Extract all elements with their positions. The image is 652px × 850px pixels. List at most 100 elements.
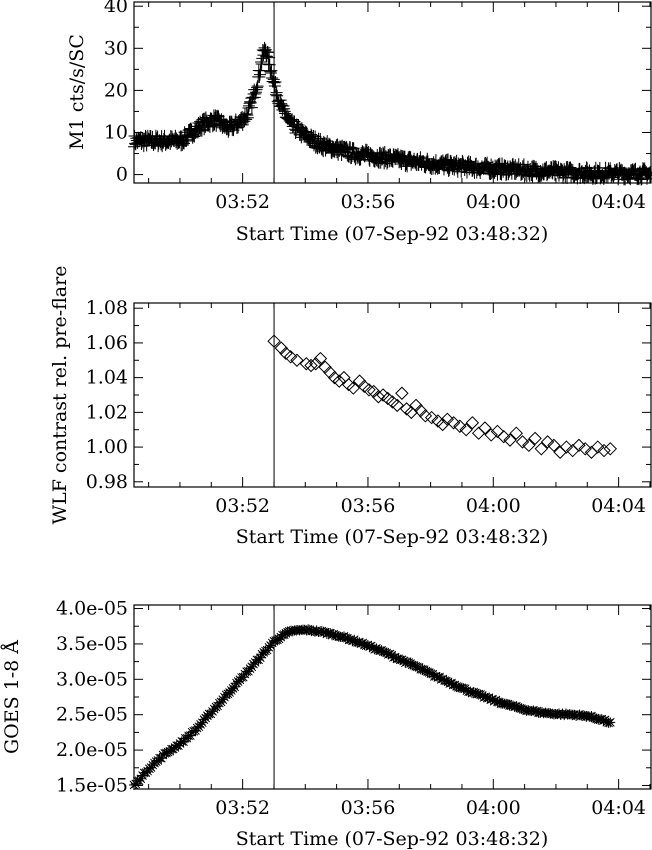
data-point-marker [248, 91, 261, 104]
data-point-marker [356, 638, 367, 649]
data-point-marker [135, 137, 148, 150]
data-point-marker [528, 160, 541, 173]
y-tick-label: 10 [104, 121, 128, 143]
data-point-marker [313, 351, 328, 366]
data-point-marker [263, 51, 276, 64]
data-point-marker [232, 121, 245, 134]
data-point-marker [422, 666, 433, 677]
data-point-marker [185, 730, 196, 741]
data-point-marker [540, 435, 555, 449]
data-point-marker [437, 163, 450, 176]
data-point-marker [522, 438, 536, 453]
y-tick-label: 3.0e-05 [56, 668, 128, 690]
data-point-marker [347, 142, 360, 155]
data-point-marker [484, 428, 498, 442]
y-axis-title: M1 cts/s/SC [66, 34, 88, 150]
plot-frame [133, 604, 652, 790]
data-point-marker [509, 426, 523, 440]
data-point-marker [571, 711, 582, 722]
m1-counts-markers [128, 41, 652, 186]
data-point-marker [605, 717, 616, 728]
data-point-marker [238, 115, 251, 128]
data-point-marker [270, 86, 283, 99]
data-point-marker [478, 692, 489, 703]
data-point-marker [496, 157, 509, 170]
data-point-marker [203, 121, 216, 134]
data-point-marker [564, 161, 577, 174]
data-point-marker [451, 681, 462, 692]
data-point-marker [246, 661, 257, 672]
data-point-marker [434, 671, 445, 682]
y-axis-ticks: 1.5e-05 2.0e-05 2.5e-05 3.0e-05 3.5e-05 4.0e-… [56, 598, 651, 796]
y-tick-label: 1.02 [86, 401, 128, 423]
x-axis-title: Start Time (07-Sep-92 03:48:32) [236, 223, 549, 245]
data-point-marker [589, 713, 600, 724]
data-point-marker [591, 440, 605, 454]
data-point-marker [270, 88, 283, 101]
data-point-marker [238, 108, 251, 121]
x-axis-ticks: 03:52 03:56 04:00 04:04 [148, 303, 651, 517]
data-point-marker [485, 694, 496, 705]
y-tick-label: 4.0e-05 [56, 598, 128, 620]
data-point-marker [503, 433, 517, 447]
data-point-marker [441, 675, 452, 686]
x-tick-label: 04:00 [466, 797, 521, 819]
data-point-marker [299, 357, 314, 371]
data-point-marker [337, 631, 348, 642]
data-point-marker [259, 43, 272, 56]
data-point-marker [362, 383, 376, 397]
data-point-marker [161, 747, 172, 758]
data-point-marker [577, 710, 588, 721]
y-axis-ticks: 0 10 20 30 40 [104, 0, 651, 186]
data-point-marker [332, 374, 346, 388]
data-point-marker [243, 666, 254, 677]
data-point-marker [644, 166, 652, 179]
panel-wlf-contrast: 0.98 1.00 1.02 1.04 1.06 1.08 03:52 03:56 04:00… [49, 266, 652, 548]
data-point-marker [241, 111, 254, 124]
data-point-marker [513, 702, 524, 713]
data-point-marker [402, 656, 413, 667]
data-point-marker [468, 687, 479, 698]
data-point-marker [412, 661, 423, 672]
data-point-marker [290, 353, 304, 367]
data-point-marker [563, 162, 576, 175]
data-point-marker [435, 417, 450, 432]
data-point-marker [369, 644, 380, 655]
x-tick-label: 04:00 [466, 495, 521, 517]
data-point-marker [471, 426, 486, 440]
data-point-marker [453, 419, 467, 433]
data-point-marker [330, 630, 341, 641]
data-point-marker [371, 390, 386, 404]
data-point-marker [282, 627, 293, 638]
data-point-marker [390, 398, 404, 413]
data-point-marker [446, 416, 461, 430]
data-point-marker [241, 109, 254, 122]
data-point-marker [250, 657, 261, 668]
x-tick-label: 03:56 [341, 797, 396, 819]
plot-frame [133, 1, 652, 184]
data-point-marker [229, 681, 240, 692]
data-point-marker [421, 152, 434, 165]
y-tick-label: 1.5e-05 [56, 774, 128, 796]
data-point-marker [395, 386, 409, 400]
data-point-marker [230, 121, 243, 134]
data-point-marker [364, 641, 375, 652]
y-tick-label: 1.00 [86, 436, 128, 458]
data-point-marker [588, 712, 599, 723]
panel-m1-counts: 0 10 20 30 40 03:52 03:56 04:00 04:04 Start Tim… [66, 0, 652, 245]
data-point-marker [321, 628, 332, 639]
goes-flux-markers [129, 624, 616, 790]
data-point-marker [265, 64, 278, 77]
y-tick-label: 1.08 [86, 297, 128, 319]
data-point-marker [465, 416, 480, 430]
data-point-marker [534, 442, 549, 456]
plot-frame [133, 302, 652, 488]
data-point-marker [597, 443, 611, 458]
data-point-marker [264, 66, 277, 79]
data-point-marker [553, 445, 567, 459]
data-point-marker [598, 715, 609, 726]
data-point-marker [379, 647, 390, 658]
y-axis-title: GOES 1-8 Å [1, 640, 23, 754]
data-point-marker [152, 755, 163, 766]
data-point-marker [309, 357, 323, 371]
